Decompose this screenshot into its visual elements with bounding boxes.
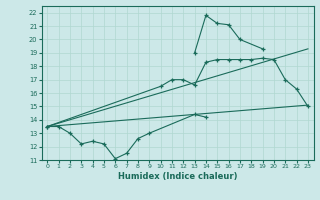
X-axis label: Humidex (Indice chaleur): Humidex (Indice chaleur) <box>118 172 237 181</box>
